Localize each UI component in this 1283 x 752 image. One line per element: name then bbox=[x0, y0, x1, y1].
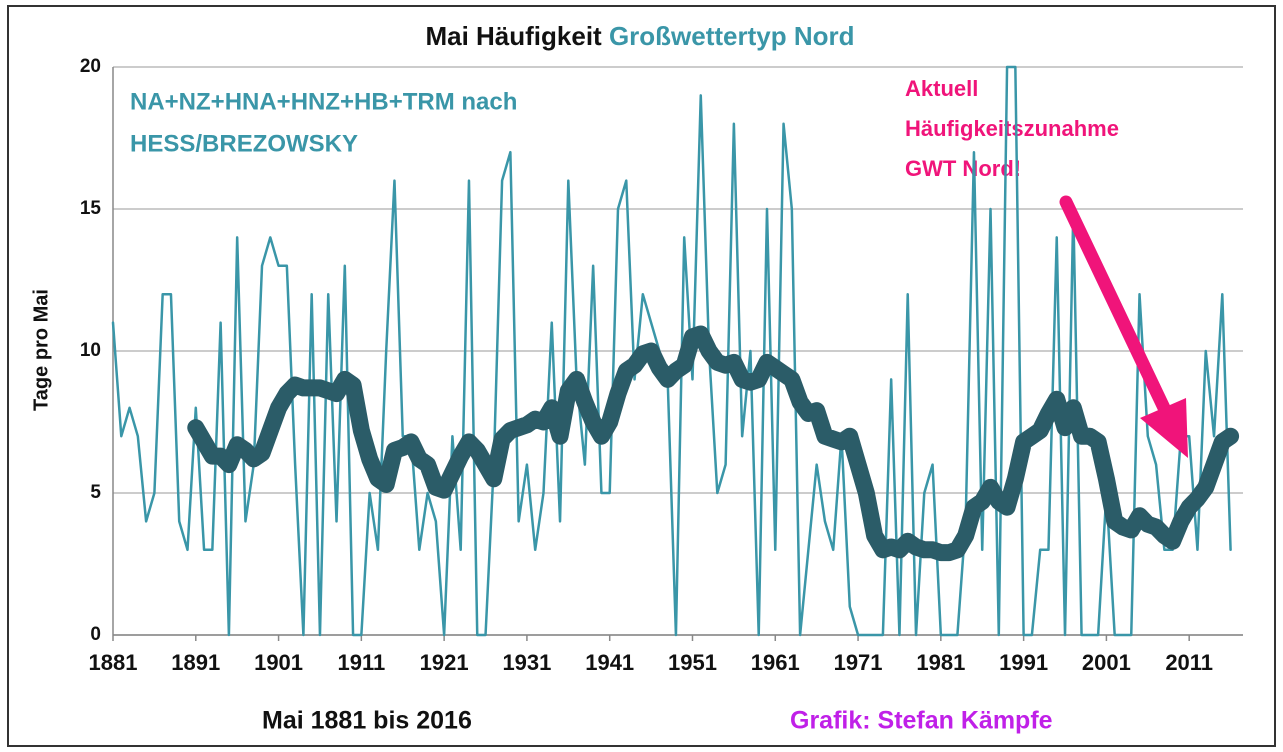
x-tick-label: 1881 bbox=[89, 650, 138, 675]
x-tick-label: 1991 bbox=[999, 650, 1048, 675]
x-tick-label: 1911 bbox=[337, 650, 385, 675]
x-tick-label: 1971 bbox=[834, 650, 883, 675]
x-tick-label: 1921 bbox=[420, 650, 469, 675]
annotation: GWT Nord! bbox=[905, 156, 1021, 181]
x-tick-label: 1961 bbox=[751, 650, 800, 675]
credit: Grafik: Stefan Kämpfe bbox=[790, 707, 1053, 735]
title-main: Mai Häufigkeit bbox=[425, 21, 602, 51]
x-tick-label: 1901 bbox=[254, 650, 303, 675]
y-tick-label: 0 bbox=[90, 624, 101, 645]
annotation: HESS/BREZOWSKY bbox=[130, 130, 358, 157]
x-tick-label: 1981 bbox=[916, 650, 965, 675]
x-tick-label: 1951 bbox=[668, 650, 717, 675]
x-tick-label: 2011 bbox=[1165, 650, 1213, 675]
arrow-shaft bbox=[1059, 195, 1172, 417]
x-tick-label: 2001 bbox=[1082, 650, 1131, 675]
x-axis-label: Mai 1881 bis 2016 bbox=[262, 707, 472, 735]
y-tick-label: 20 bbox=[80, 56, 101, 77]
annotation: NA+NZ+HNA+HNZ+HB+TRM nach bbox=[130, 88, 517, 115]
y-tick-label: 15 bbox=[80, 198, 102, 219]
data-line bbox=[187, 325, 1240, 562]
x-tick-label: 1891 bbox=[171, 650, 220, 675]
data-line bbox=[111, 65, 1232, 637]
annotation: Aktuell bbox=[905, 76, 978, 101]
y-tick-label: 5 bbox=[90, 482, 101, 503]
x-tick-label: 1931 bbox=[502, 650, 551, 675]
y-tick-label: 10 bbox=[80, 340, 101, 361]
y-axis-label: Tage pro Mai bbox=[30, 289, 52, 411]
arrow-head bbox=[1140, 398, 1188, 458]
annotation: Häufigkeitszunahme bbox=[905, 116, 1119, 141]
chart-title: Mai Häufigkeit Großwettertyp Nord bbox=[425, 21, 854, 51]
title-highlight: Großwettertyp Nord bbox=[609, 21, 855, 51]
x-tick-label: 1941 bbox=[585, 650, 634, 675]
